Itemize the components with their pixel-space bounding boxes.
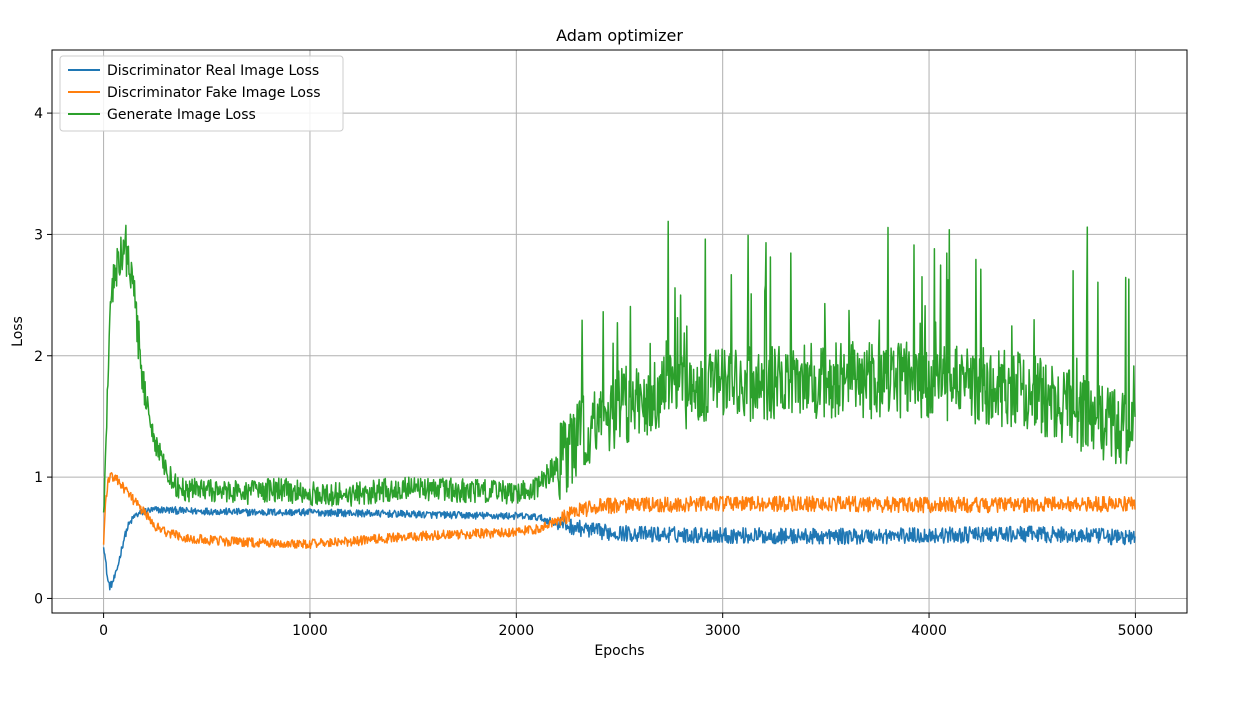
y-axis: 0 1 2 3 4 [34,106,52,607]
legend-label-discriminator-fake: Discriminator Fake Image Loss [107,85,321,101]
grid [52,50,1187,613]
legend: Discriminator Real Image Loss Discrimina… [59,55,344,132]
series-discriminator-real [102,506,1136,591]
plot-area [102,220,1136,591]
x-tick-label: 2000 [498,623,534,639]
chart-title: Adam optimizer [556,26,683,45]
legend-label-generate: Generate Image Loss [107,107,256,123]
series-generate [102,220,1136,513]
legend-label-discriminator-real: Discriminator Real Image Loss [107,63,319,79]
x-tick-label: 4000 [911,623,947,639]
x-axis: 0 1000 2000 3000 4000 5000 [99,613,1153,639]
x-axis-label: Epochs [594,643,644,659]
x-tick-label: 5000 [1118,623,1154,639]
y-tick-label: 1 [34,470,43,486]
x-tick-label: 3000 [705,623,741,639]
legend-box [59,55,344,132]
x-tick-label: 1000 [292,623,328,639]
y-tick-label: 0 [34,591,43,607]
plot-frame [51,49,1188,614]
x-tick-label: 0 [99,623,108,639]
series-discriminator-fake [102,472,1136,550]
y-tick-label: 4 [34,106,43,122]
y-tick-label: 2 [34,349,43,365]
y-axis-label: Loss [10,316,26,347]
y-tick-label: 3 [34,227,43,243]
